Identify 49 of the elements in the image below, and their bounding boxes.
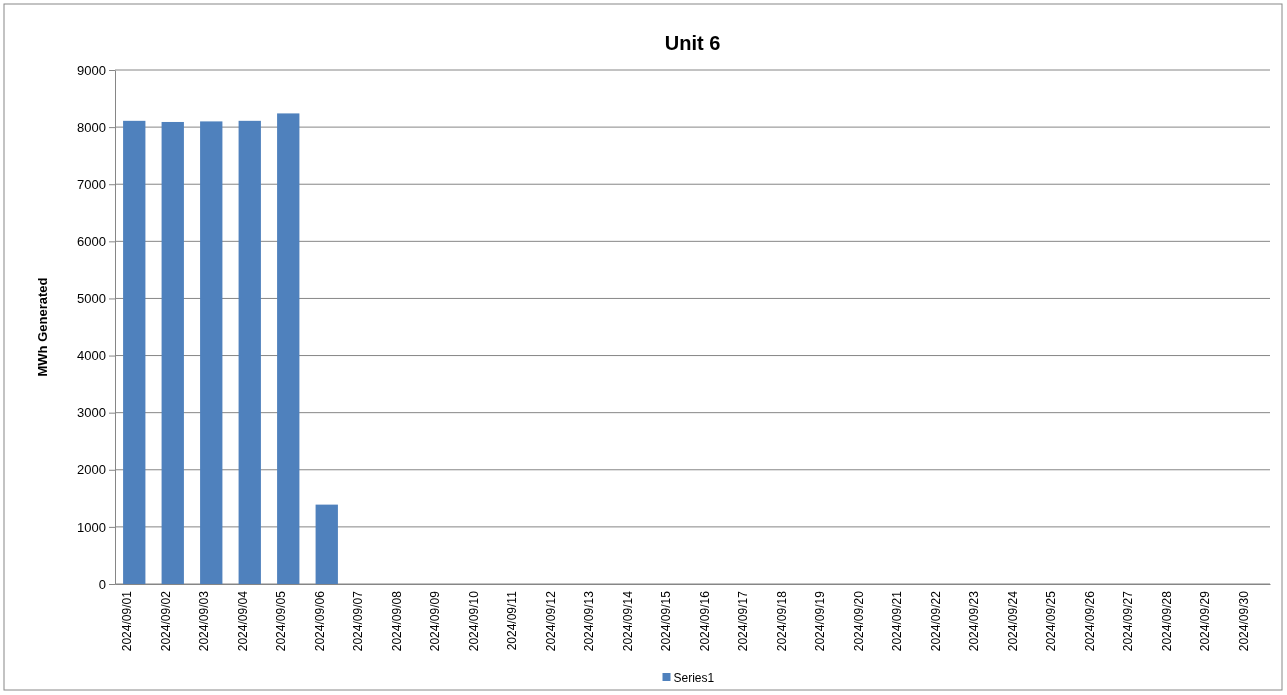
y-tick-label: 9000 [77, 62, 106, 78]
legend-label: Series1 [673, 671, 715, 685]
x-tick-label: 2024/09/17 [736, 590, 751, 652]
x-tick-label: 2024/09/06 [312, 590, 327, 652]
x-tick-label: 2024/09/12 [543, 590, 558, 652]
bar [123, 120, 146, 584]
x-tick-label: 2024/09/07 [351, 590, 366, 652]
y-tick-label: 2000 [77, 462, 106, 478]
x-tick-label: 2024/09/04 [235, 590, 250, 652]
x-tick-label: 2024/09/14 [620, 590, 635, 652]
y-tick-label: 0 [98, 576, 106, 592]
y-tick-label: 6000 [77, 233, 106, 249]
bar [161, 121, 184, 584]
x-tick-label: 2024/09/11 [505, 590, 520, 651]
x-tick-label: 2024/09/10 [466, 590, 481, 652]
y-tick-label: 4000 [77, 348, 106, 364]
x-tick-label: 2024/09/23 [967, 590, 982, 652]
bar [315, 504, 338, 584]
x-tick-label: 2024/09/27 [1121, 590, 1136, 652]
x-tick-label: 2024/09/29 [1198, 590, 1213, 652]
bar [238, 120, 261, 584]
x-tick-label: 2024/09/05 [274, 590, 289, 652]
y-tick-label: 5000 [77, 291, 106, 307]
x-tick-label: 2024/09/02 [158, 590, 173, 652]
x-tick-label: 2024/09/20 [851, 590, 866, 652]
y-tick-label: 8000 [77, 119, 106, 135]
y-tick-label: 7000 [77, 176, 106, 192]
bar [277, 113, 300, 584]
y-tick-label: 1000 [77, 519, 106, 535]
x-tick-label: 2024/09/15 [659, 590, 674, 652]
x-tick-label: 2024/09/21 [890, 590, 905, 652]
x-tick-label: 2024/09/28 [1159, 590, 1174, 652]
x-tick-label: 2024/09/19 [813, 590, 828, 652]
y-tick-label: 3000 [77, 405, 106, 421]
y-axis-title: MWh Generated [35, 277, 50, 377]
x-tick-label: 2024/09/18 [774, 590, 789, 652]
chart-title: Unit 6 [664, 32, 721, 54]
x-tick-label: 2024/09/09 [428, 590, 443, 652]
x-tick-label: 2024/09/03 [197, 590, 212, 652]
x-tick-label: 2024/09/26 [1082, 590, 1097, 652]
x-tick-label: 2024/09/13 [582, 590, 597, 652]
bar [200, 121, 223, 584]
x-tick-label: 2024/09/08 [389, 590, 404, 652]
x-tick-label: 2024/09/22 [928, 590, 943, 652]
x-tick-label: 2024/09/24 [1005, 590, 1020, 652]
x-tick-label: 2024/09/25 [1044, 590, 1059, 652]
x-tick-label: 2024/09/30 [1236, 590, 1251, 652]
x-tick-label: 2024/09/16 [697, 590, 712, 652]
x-tick-label: 2024/09/01 [120, 590, 135, 652]
